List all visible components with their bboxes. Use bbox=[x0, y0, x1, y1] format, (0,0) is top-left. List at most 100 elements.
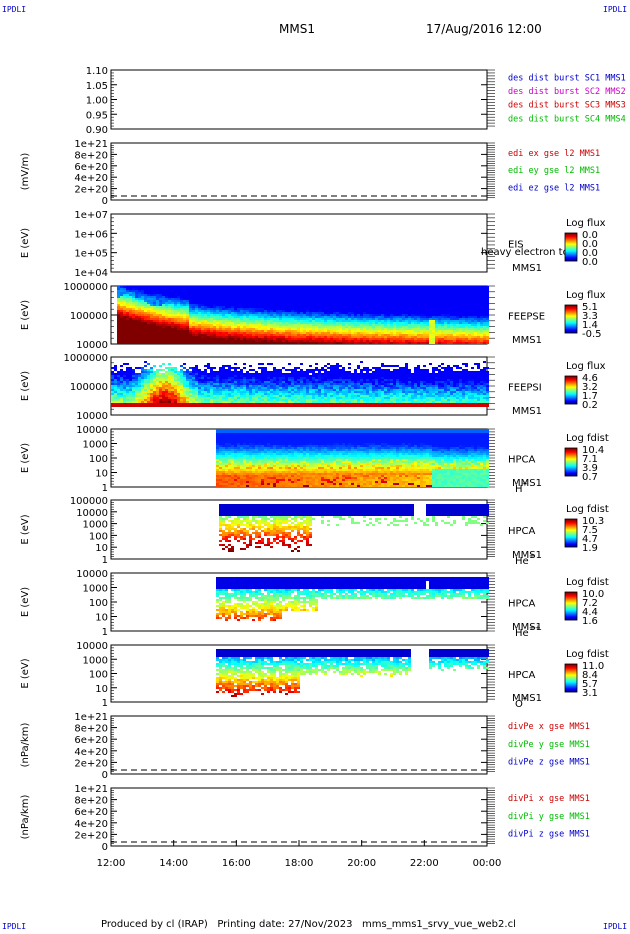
y-tick-label: 1000000 bbox=[63, 353, 108, 364]
colorbar-tick-label: 7.5 bbox=[582, 525, 598, 536]
colorbar-tick-label: 4.4 bbox=[582, 607, 598, 618]
species-label: O bbox=[515, 699, 523, 710]
spacecraft-label: MMS1 bbox=[512, 478, 542, 489]
footer-credit: Produced by cl (IRAP) Printing date: 27/… bbox=[101, 919, 516, 930]
x-tick-label: 22:00 bbox=[410, 858, 439, 869]
y-tick-label: 0 bbox=[102, 842, 108, 853]
spacecraft-label: MMS1 bbox=[512, 622, 542, 633]
y-tick-label: 1e+21 bbox=[74, 712, 108, 723]
x-tick-label: 18:00 bbox=[285, 858, 314, 869]
plot-frame bbox=[110, 787, 488, 847]
y-tick-label: 4e+20 bbox=[74, 747, 108, 758]
y-tick-label: 10000 bbox=[76, 425, 108, 436]
y-tick-label: 100 bbox=[89, 531, 108, 542]
y-tick-label: 1 bbox=[102, 555, 108, 566]
y-tick-label: 1 bbox=[102, 627, 108, 638]
y-tick-label: 100000 bbox=[70, 311, 108, 322]
species-charge: + bbox=[529, 552, 535, 560]
y-tick-label: 100000 bbox=[70, 382, 108, 393]
y-tick-label: 1000 bbox=[83, 440, 108, 451]
colorbar-tick-label: 1.6 bbox=[582, 616, 598, 627]
y-tick-label: 8e+20 bbox=[74, 796, 108, 807]
species-label: H bbox=[515, 484, 523, 495]
x-tick-label: 12:00 bbox=[97, 858, 126, 869]
x-tick-label: 14:00 bbox=[159, 858, 188, 869]
y-tick-label: 1.00 bbox=[86, 96, 108, 107]
legend-entry: edi ey gse l2 MMS1 bbox=[508, 166, 600, 176]
plot-frame bbox=[110, 499, 488, 560]
spectrogram-hpca-o bbox=[216, 649, 489, 697]
y-tick-label: 1e+21 bbox=[74, 139, 108, 150]
species-charge: ++ bbox=[529, 624, 541, 632]
colorbar-tick-label: 7.2 bbox=[582, 598, 598, 609]
spectrogram-feeps-i bbox=[111, 361, 489, 407]
colorbar-tick-label: 4.6 bbox=[582, 373, 598, 384]
plot-frame bbox=[110, 142, 488, 201]
y-tick-label: 10 bbox=[95, 543, 108, 554]
colorbar-title: Log fdist bbox=[566, 433, 609, 444]
corner-label-bottom-right: IPDLI bbox=[603, 922, 628, 931]
colorbar-tick-label: 1.7 bbox=[582, 391, 598, 402]
instrument-label: FEEPSE bbox=[508, 312, 545, 323]
y-tick-label: 6e+20 bbox=[74, 162, 108, 173]
colorbar-title: Log fdist bbox=[566, 504, 609, 515]
y-axis-label: (nPa/km) bbox=[20, 723, 31, 768]
y-tick-label: 1e+04 bbox=[74, 268, 108, 279]
corner-label-top-left: IPDLI bbox=[2, 5, 27, 14]
y-axis-label: (mV/m) bbox=[20, 153, 31, 191]
legend-entry: des dist burst SC1 MMS1 bbox=[508, 73, 626, 83]
spacecraft-label: MMS1 bbox=[512, 263, 542, 274]
colorbar-tick-label: 5.7 bbox=[582, 679, 598, 690]
y-tick-label: 100000 bbox=[70, 496, 108, 507]
instrument-label: FEEPSI bbox=[508, 383, 542, 394]
spectrogram-hpca-he bbox=[219, 504, 489, 552]
plot-frame bbox=[110, 69, 488, 130]
y-tick-label: 10 bbox=[95, 684, 108, 695]
colorbar-tick-label: -0.5 bbox=[582, 329, 602, 340]
y-tick-label: 10 bbox=[95, 469, 108, 480]
y-tick-label: 100 bbox=[89, 454, 108, 465]
legend-entry: divPe y gse MMS1 bbox=[508, 740, 590, 750]
y-axis-label: E (eV) bbox=[20, 300, 31, 330]
y-axis-label: E (eV) bbox=[20, 658, 31, 688]
y-tick-label: 1e+05 bbox=[74, 249, 108, 260]
spectrogram-hpca-h bbox=[216, 429, 489, 487]
y-tick-label: 2e+20 bbox=[74, 830, 108, 841]
spectrogram-feeps-e bbox=[117, 286, 489, 344]
corner-label-top-right: IPDLI bbox=[603, 5, 628, 14]
y-tick-label: 1e+06 bbox=[74, 229, 108, 240]
colorbar-tick-label: 0.0 bbox=[582, 257, 598, 268]
y-axis-label: E (eV) bbox=[20, 514, 31, 544]
legend-entry: des dist burst SC2 MMS2 bbox=[508, 87, 626, 97]
species-label: He bbox=[515, 556, 529, 567]
y-axis-label: E (eV) bbox=[20, 443, 31, 473]
y-tick-label: 10000 bbox=[76, 641, 108, 652]
colorbar-title: Log flux bbox=[566, 218, 606, 229]
instrument-label: HPCA bbox=[508, 526, 536, 537]
species-charge: + bbox=[522, 695, 528, 703]
colorbar-tick-label: 3.3 bbox=[582, 311, 598, 322]
instrument-label: HPCA bbox=[508, 455, 536, 466]
colorbar-tick-label: 11.0 bbox=[582, 661, 604, 672]
y-tick-label: 1e+21 bbox=[74, 784, 108, 795]
x-tick-label: 00:00 bbox=[473, 858, 502, 869]
species-charge: + bbox=[522, 480, 528, 488]
colorbar-tick-label: 10.3 bbox=[582, 516, 604, 527]
colorbar-title: Log flux bbox=[566, 361, 606, 372]
y-tick-label: 8e+20 bbox=[74, 150, 108, 161]
panel-des-dist-burst: 1.10 1.05 1.00 0.95 0.90 des dist burst SC1 M… bbox=[86, 66, 626, 136]
legend-entry: divPi y gse MMS1 bbox=[508, 812, 590, 822]
instrument-label: HPCA bbox=[508, 670, 536, 681]
spacecraft-label: MMS1 bbox=[512, 550, 542, 561]
y-axis-label: E (eV) bbox=[20, 228, 31, 258]
datetime-title: 17/Aug/2016 12:00 bbox=[426, 22, 542, 36]
